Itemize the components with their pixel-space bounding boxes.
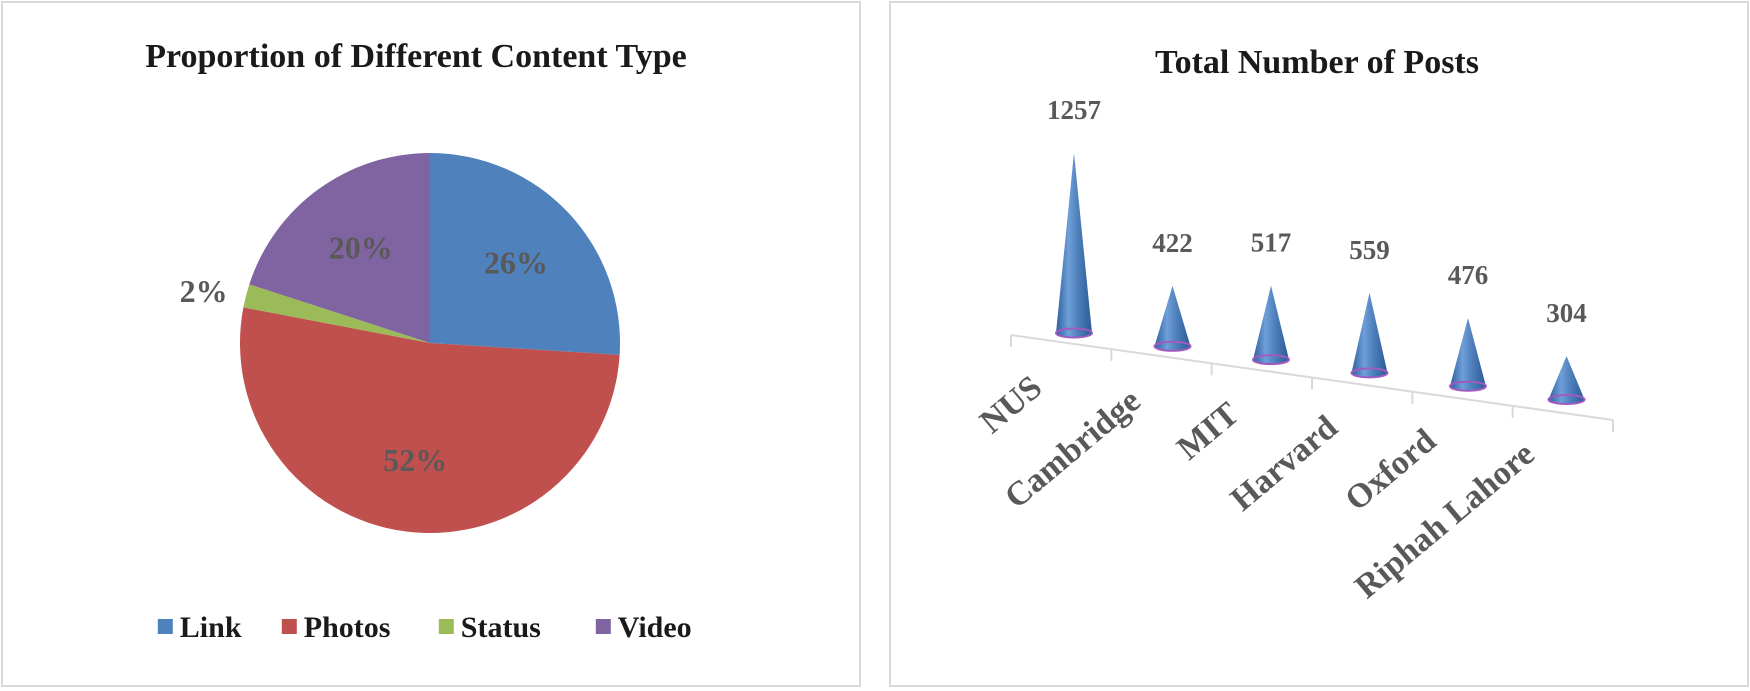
pie-label-status: 2% (180, 273, 228, 309)
data-label-harvard: 559 (1349, 235, 1390, 265)
pie-slice-link (430, 153, 621, 355)
legend-swatch-link (157, 619, 173, 634)
pie-label-video: 20% (329, 230, 393, 266)
data-label-cambridge: 422 (1152, 228, 1193, 258)
x-tick-label-mit: MIT (1170, 395, 1246, 467)
cone-body (1253, 285, 1289, 365)
cone-body (1450, 318, 1486, 391)
cone-base (1350, 367, 1389, 379)
cone-cambridge (1153, 285, 1192, 352)
cone-body (1548, 356, 1585, 404)
legend-swatch-status (438, 619, 454, 634)
pie-legend: Link Photos Status Video (157, 611, 692, 644)
cone-base (1153, 340, 1192, 352)
cone-base (1055, 327, 1093, 339)
cone-body (1056, 153, 1092, 338)
pie-chart-panel: Proportion of Different Content Type 26%… (1, 1, 861, 687)
pie-chart-title: Proportion of Different Content Type (145, 38, 686, 75)
cone-oxford (1449, 318, 1487, 392)
data-label-mit: 517 (1251, 228, 1292, 258)
pie-slice-photos (240, 307, 620, 534)
x-tick-label-oxford: Oxford (1338, 422, 1443, 518)
legend-label-photos: Photos (304, 611, 391, 644)
pie-label-link: 26% (484, 244, 548, 280)
cone-nus (1055, 153, 1093, 339)
legend-label-link: Link (180, 611, 242, 644)
legend-item-video: Video (595, 611, 692, 644)
cone-body (1154, 285, 1191, 351)
cone-chart-x-axis (1010, 334, 1614, 432)
pie-chart: Proportion of Different Content Type 26%… (145, 38, 692, 644)
legend-item-status: Status (438, 611, 541, 644)
cone-chart: Total Number of Posts 1257 422 517 559 476 30… (973, 44, 1614, 606)
legend-swatch-video (595, 619, 611, 634)
legend-item-link: Link (157, 611, 242, 644)
legend-label-video: Video (618, 611, 692, 644)
pie-slice-status (243, 284, 430, 343)
legend-item-photos: Photos (281, 611, 391, 644)
legend-label-status: Status (461, 611, 541, 644)
pie-slice-video (249, 153, 430, 343)
cone-chart-panel: Total Number of Posts 1257 422 517 559 476 30… (889, 1, 1749, 687)
cone-base (1252, 354, 1290, 366)
cone-base (1449, 380, 1487, 392)
x-tick-label-nus: NUS (973, 369, 1049, 441)
cone-base (1547, 394, 1586, 405)
cone-harvard (1350, 292, 1389, 379)
cone-riphah-lahore (1547, 356, 1586, 405)
cone-chart-title: Total Number of Posts (1155, 44, 1479, 81)
cone-mit (1252, 285, 1290, 366)
legend-swatch-photos (281, 619, 297, 634)
data-label-nus: 1257 (1047, 95, 1101, 125)
pie-label-photos: 52% (383, 442, 447, 478)
data-label-oxford: 476 (1448, 260, 1489, 290)
data-label-riphah-lahore: 304 (1546, 298, 1587, 328)
cone-body (1351, 292, 1388, 378)
